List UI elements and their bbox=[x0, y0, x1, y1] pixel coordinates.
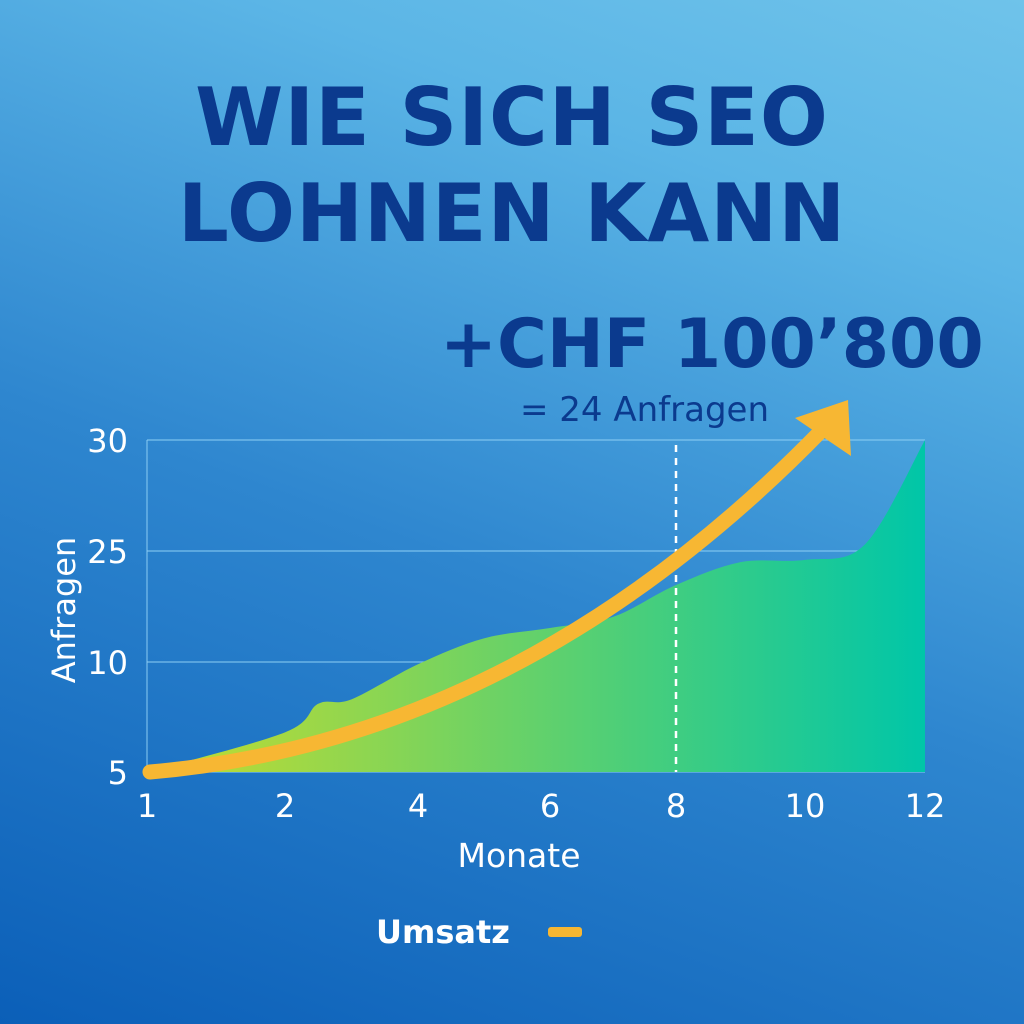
y-axis-title: Anfragen bbox=[45, 537, 83, 683]
umsatz-arrow-line bbox=[142, 422, 830, 780]
title-line-1: WIE SICH SEO bbox=[195, 71, 829, 164]
y-tick-label-5: 5 bbox=[108, 754, 128, 792]
x-tick-label-10: 10 bbox=[785, 787, 826, 825]
umsatz-arrow-head bbox=[795, 400, 851, 456]
x-tick-label-12: 12 bbox=[905, 787, 946, 825]
title-line-2: LOHNEN KANN bbox=[177, 167, 847, 260]
legend: Umsatz bbox=[376, 912, 582, 952]
x-tick-label-6: 6 bbox=[540, 787, 560, 825]
requests-subline: = 24 Anfragen bbox=[520, 390, 770, 430]
y-tick-label-30: 30 bbox=[87, 422, 128, 460]
legend-swatch-umsatz bbox=[547, 927, 582, 937]
chart-title: WIE SICH SEO LOHNEN KANN bbox=[0, 70, 1024, 262]
area-series bbox=[147, 440, 925, 772]
revenue-headline: +CHF 100’800 bbox=[440, 305, 984, 384]
x-tick-label-8: 8 bbox=[666, 787, 686, 825]
y-tick-label-25: 25 bbox=[87, 533, 128, 571]
legend-label-umsatz: Umsatz bbox=[376, 913, 510, 951]
x-tick-label-2: 2 bbox=[275, 787, 295, 825]
x-tick-label-1: 1 bbox=[137, 787, 157, 825]
y-tick-label-10: 10 bbox=[87, 644, 128, 682]
x-axis-title: Monate bbox=[457, 836, 580, 875]
x-tick-label-4: 4 bbox=[408, 787, 428, 825]
